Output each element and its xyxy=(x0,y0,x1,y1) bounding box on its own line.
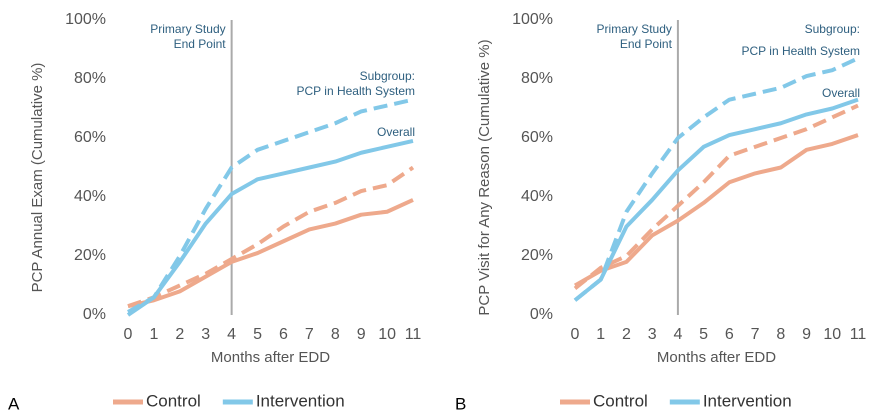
y-tick-label: 20% xyxy=(74,247,106,264)
y-axis-title: PCP Annual Exam (Cumulative %) xyxy=(29,63,46,293)
end-point-label: End Point xyxy=(620,37,673,51)
line xyxy=(573,97,859,302)
y-tick-label: 20% xyxy=(521,247,553,264)
y-tick-label: 100% xyxy=(65,11,106,28)
legend-label: Intervention xyxy=(256,391,345,410)
panel-label: B xyxy=(455,394,466,413)
panel-label: A xyxy=(8,394,20,413)
y-tick-label: 80% xyxy=(74,70,106,87)
y-tick-label: 60% xyxy=(74,129,106,146)
x-tick-label: 3 xyxy=(648,326,657,343)
legend-label: Control xyxy=(593,391,648,410)
y-tick-label: 0% xyxy=(530,306,553,323)
y-tick-label: 40% xyxy=(521,188,553,205)
x-tick-label: 6 xyxy=(725,326,734,343)
end-point-label: Primary Study xyxy=(150,22,225,36)
y-axis-title: PCP Visit for Any Reason (Cumulative %) xyxy=(476,39,493,315)
legend-label: Intervention xyxy=(703,391,792,410)
subgroup-label: Subgroup: xyxy=(805,22,860,36)
legend-label: Control xyxy=(146,391,201,410)
x-tick-label: 8 xyxy=(776,326,785,343)
subgroup-line xyxy=(573,103,859,291)
subgroup-label: Subgroup: xyxy=(360,69,415,83)
x-tick-label: 11 xyxy=(405,326,422,343)
x-tick-label: 7 xyxy=(751,326,760,343)
x-axis-title: Months after EDD xyxy=(211,349,330,366)
end-point-label: Primary Study xyxy=(597,22,672,36)
x-tick-label: 2 xyxy=(175,326,184,343)
x-tick-label: 8 xyxy=(331,326,340,343)
y-tick-label: 0% xyxy=(83,306,106,323)
y-tick-label: 80% xyxy=(521,70,553,87)
x-tick-label: 10 xyxy=(823,326,841,343)
line xyxy=(574,133,859,288)
subgroup-line xyxy=(573,56,859,302)
subgroup-line xyxy=(127,97,414,314)
x-tick-label: 5 xyxy=(699,326,708,343)
overall-label: Overall xyxy=(377,125,415,139)
line xyxy=(126,138,414,317)
overall-label: Overall xyxy=(822,86,860,100)
x-axis-title: Months after EDD xyxy=(657,349,776,366)
x-tick-label: 4 xyxy=(673,326,682,343)
x-tick-label: 0 xyxy=(124,326,133,343)
x-tick-label: 1 xyxy=(149,326,158,343)
x-tick-label: 1 xyxy=(596,326,605,343)
x-tick-label: 11 xyxy=(850,326,867,343)
y-tick-label: 40% xyxy=(74,188,106,205)
line xyxy=(127,198,414,309)
x-tick-label: 10 xyxy=(378,326,396,343)
x-tick-label: 4 xyxy=(227,326,236,343)
x-tick-label: 2 xyxy=(622,326,631,343)
y-tick-label: 100% xyxy=(512,11,553,28)
x-tick-label: 3 xyxy=(201,326,210,343)
x-tick-label: 0 xyxy=(571,326,580,343)
subgroup-label: PCP in Health System xyxy=(297,84,416,98)
x-tick-label: 6 xyxy=(279,326,288,343)
x-tick-label: 5 xyxy=(253,326,262,343)
x-tick-label: 9 xyxy=(802,326,811,343)
y-tick-label: 60% xyxy=(521,129,553,146)
subgroup-line xyxy=(127,165,415,309)
x-tick-label: 7 xyxy=(305,326,314,343)
subgroup-label: PCP in Health System xyxy=(742,44,861,58)
end-point-label: End Point xyxy=(174,37,227,51)
x-tick-label: 9 xyxy=(357,326,366,343)
